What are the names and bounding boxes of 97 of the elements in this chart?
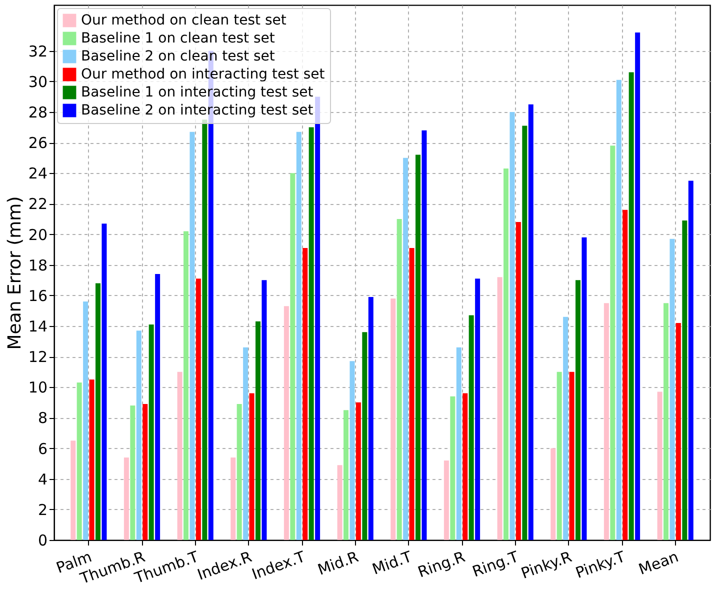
bar xyxy=(670,238,675,540)
bar xyxy=(70,440,76,540)
bar xyxy=(148,324,154,540)
y-tick-label: 2 xyxy=(38,500,48,519)
bar xyxy=(308,127,314,540)
bar xyxy=(243,347,248,540)
bar xyxy=(102,224,107,540)
bar xyxy=(462,393,468,540)
bar xyxy=(610,146,616,540)
bar xyxy=(249,393,254,540)
y-tick-label: 18 xyxy=(28,256,48,274)
bar xyxy=(497,277,502,540)
y-tick-label: 8 xyxy=(38,409,48,428)
legend-label: Our method on interacting test set xyxy=(81,66,326,82)
bar xyxy=(362,332,368,540)
bar xyxy=(475,278,480,540)
bar xyxy=(510,112,515,540)
bar xyxy=(230,457,236,540)
bar xyxy=(528,104,534,540)
y-tick-label: 24 xyxy=(28,164,48,183)
bar xyxy=(196,278,201,540)
bar xyxy=(256,321,260,540)
y-tick-label: 4 xyxy=(38,470,48,488)
bar xyxy=(83,302,88,540)
y-tick-label: 6 xyxy=(38,440,48,458)
bar xyxy=(657,392,662,540)
bar xyxy=(468,315,474,540)
y-tick-label: 28 xyxy=(28,104,48,122)
bar xyxy=(416,154,420,540)
x-tick-label: Mid.T xyxy=(370,547,415,578)
bar xyxy=(635,32,640,540)
bar xyxy=(190,132,195,540)
bar xyxy=(576,280,580,540)
bar xyxy=(290,173,296,540)
bar xyxy=(177,372,182,540)
bar xyxy=(563,316,568,540)
y-tick-label: 30 xyxy=(28,72,48,91)
bar xyxy=(456,347,462,540)
bar xyxy=(136,330,142,540)
x-tick-label: Mid.R xyxy=(315,548,361,579)
legend-label: Baseline 1 on interacting test set xyxy=(81,84,314,100)
y-tick-label: 10 xyxy=(28,378,48,397)
bar xyxy=(616,80,622,540)
x-tick-label: Mean xyxy=(636,548,681,579)
bar xyxy=(569,372,574,540)
bar xyxy=(550,448,556,540)
bar xyxy=(396,219,402,540)
legend-label: Baseline 1 on clean test set xyxy=(81,30,276,46)
bar xyxy=(628,72,634,540)
bar xyxy=(556,372,562,540)
bar xyxy=(604,303,609,540)
bar xyxy=(688,180,694,540)
y-tick-label: 20 xyxy=(28,226,48,244)
bar xyxy=(409,248,414,540)
y-tick-label: 16 xyxy=(28,286,48,305)
legend-label: Baseline 2 on interacting test set xyxy=(81,102,314,118)
x-tick-label: Ring.R xyxy=(415,548,468,582)
bar xyxy=(682,220,688,540)
bar xyxy=(302,248,308,540)
bar xyxy=(236,404,242,540)
bar xyxy=(142,404,148,540)
bar xyxy=(676,322,681,540)
bar xyxy=(450,396,456,540)
legend-label: Baseline 2 on clean test set xyxy=(81,48,276,64)
bar xyxy=(516,222,521,540)
bar xyxy=(96,283,100,540)
bar xyxy=(296,132,302,540)
bar xyxy=(422,130,427,540)
bar xyxy=(350,361,355,540)
y-tick-label: 0 xyxy=(38,532,48,550)
y-tick-label: 32 xyxy=(28,42,48,60)
bar xyxy=(337,465,342,540)
bar xyxy=(76,382,82,540)
bar xyxy=(344,410,348,540)
legend-label: Our method on clean test set xyxy=(81,12,287,28)
bar xyxy=(522,126,528,540)
bar xyxy=(155,274,160,540)
bar xyxy=(622,210,628,540)
bar xyxy=(130,405,136,540)
bar xyxy=(262,280,267,540)
bar xyxy=(356,402,361,540)
bar xyxy=(184,231,188,540)
bar xyxy=(664,303,668,540)
y-tick-label: 12 xyxy=(28,348,48,366)
y-axis-title: Mean Error (mm) xyxy=(4,196,26,350)
y-tick-label: 26 xyxy=(28,134,48,152)
bar xyxy=(284,306,289,540)
bar xyxy=(368,296,374,540)
bar xyxy=(504,168,508,540)
bar xyxy=(390,298,396,540)
bar xyxy=(89,380,94,540)
y-tick-label: 22 xyxy=(28,195,48,214)
y-tick-label: 14 xyxy=(28,318,48,336)
bar xyxy=(582,237,587,540)
bar xyxy=(444,460,449,540)
bar xyxy=(124,457,129,540)
bar xyxy=(403,158,408,540)
